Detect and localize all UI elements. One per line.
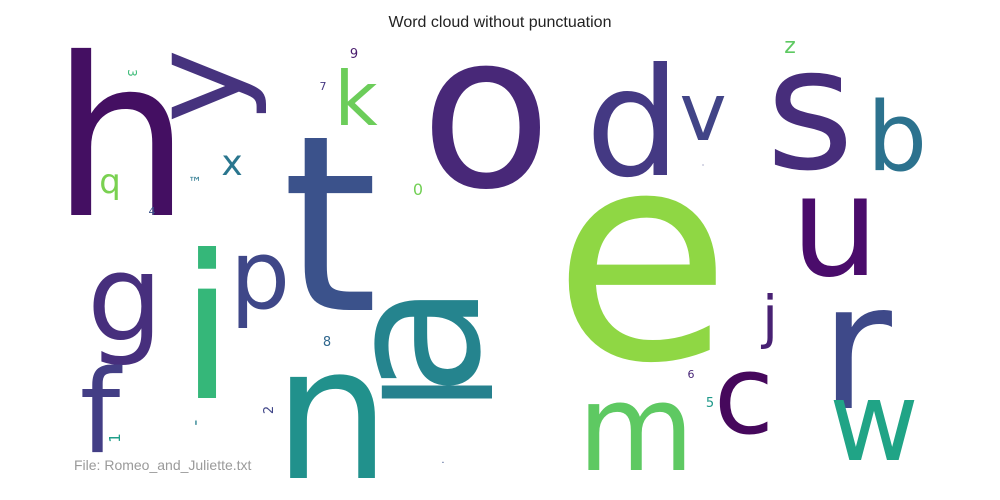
word-13: m	[578, 360, 695, 499]
word-16: f	[80, 346, 123, 480]
word-25: z	[784, 34, 796, 59]
word-36: 1	[106, 433, 124, 443]
word-32: 8	[323, 335, 331, 350]
word-17: c	[714, 331, 774, 459]
word-12: y	[125, 49, 270, 123]
word-29: 9	[350, 47, 358, 62]
word-5: n	[273, 306, 390, 500]
word-8: r	[820, 247, 892, 450]
word-1: t	[282, 83, 378, 368]
word-30: 7	[320, 80, 327, 93]
word-2: o	[420, 0, 552, 237]
word-20: v	[679, 66, 726, 159]
word-6: s	[766, 11, 855, 209]
word-35: 2	[262, 406, 277, 414]
word-39: ·	[441, 458, 444, 469]
word-33: 6	[688, 368, 695, 381]
word-9: d	[585, 37, 680, 211]
word-3: h	[51, 11, 190, 267]
word-24: q	[99, 162, 121, 202]
chart-title: Word cloud without punctuation	[388, 14, 612, 31]
word-14: w	[829, 358, 919, 486]
word-18: b	[867, 83, 927, 193]
word-21: k	[334, 55, 378, 143]
word-0: e	[553, 90, 731, 427]
word-10: l	[358, 372, 527, 412]
word-11: u	[791, 146, 880, 309]
word-27: 0	[413, 180, 423, 199]
word-15: g	[87, 230, 163, 369]
word-7: i	[179, 213, 235, 446]
word-40: ·	[702, 161, 705, 170]
word-37: '	[194, 417, 198, 436]
word-19: p	[230, 221, 290, 331]
word-22: x	[221, 143, 242, 184]
source-file-label: File: Romeo_and_Juliette.txt	[74, 457, 252, 473]
word-26: ™	[188, 175, 202, 191]
word-4: a	[306, 283, 522, 396]
word-34: 5	[706, 396, 714, 411]
word-31: 4	[149, 205, 156, 218]
word-28: 3	[125, 69, 139, 77]
word-23: j	[760, 283, 778, 351]
